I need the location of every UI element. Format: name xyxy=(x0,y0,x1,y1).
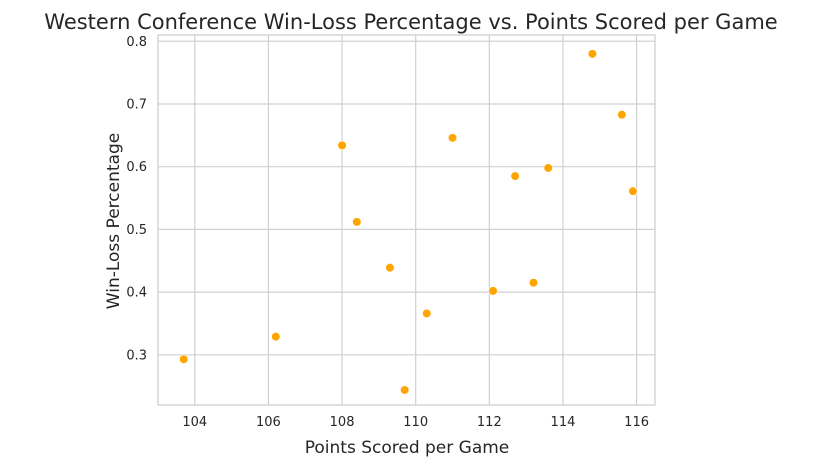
data-point xyxy=(337,140,347,150)
data-point xyxy=(528,278,539,288)
y-tick-label: 0.5 xyxy=(126,223,147,238)
data-point xyxy=(628,186,638,196)
data-point xyxy=(385,263,395,273)
data-point xyxy=(422,308,432,319)
data-point xyxy=(400,385,410,395)
data-points xyxy=(179,49,638,395)
data-point xyxy=(510,171,520,181)
y-axis-label: Win-Loss Percentage xyxy=(104,133,124,309)
y-tick-label: 0.4 xyxy=(126,286,147,301)
y-tick-label: 0.6 xyxy=(126,160,147,175)
data-point xyxy=(617,110,627,120)
plot-frame xyxy=(157,34,656,406)
x-axis-label: Points Scored per Game xyxy=(305,438,510,458)
data-point xyxy=(587,49,598,59)
y-tick-label: 0.7 xyxy=(126,97,147,112)
data-point xyxy=(352,217,362,227)
x-tick-label: 104 xyxy=(182,415,207,430)
x-tick-label: 112 xyxy=(477,415,502,430)
x-tick-label: 110 xyxy=(403,415,428,430)
x-tick-label: 108 xyxy=(330,415,355,430)
data-point xyxy=(179,354,189,364)
y-tick-label: 0.3 xyxy=(126,348,147,363)
chart-title: Western Conference Win-Loss Percentage v… xyxy=(44,10,777,34)
grid-lines xyxy=(158,35,655,405)
data-point xyxy=(543,163,553,173)
data-point xyxy=(488,286,498,296)
x-tick-label: 114 xyxy=(551,415,576,430)
data-point xyxy=(447,133,458,143)
tick-labels: 104 106 108 110 112 114 116 0.3 0.4 0.5 0.6 0.7 0.8 xyxy=(126,35,649,430)
x-tick-label: 116 xyxy=(624,415,649,430)
data-point xyxy=(271,332,281,342)
y-tick-label: 0.8 xyxy=(126,35,147,50)
x-tick-label: 106 xyxy=(256,415,281,430)
